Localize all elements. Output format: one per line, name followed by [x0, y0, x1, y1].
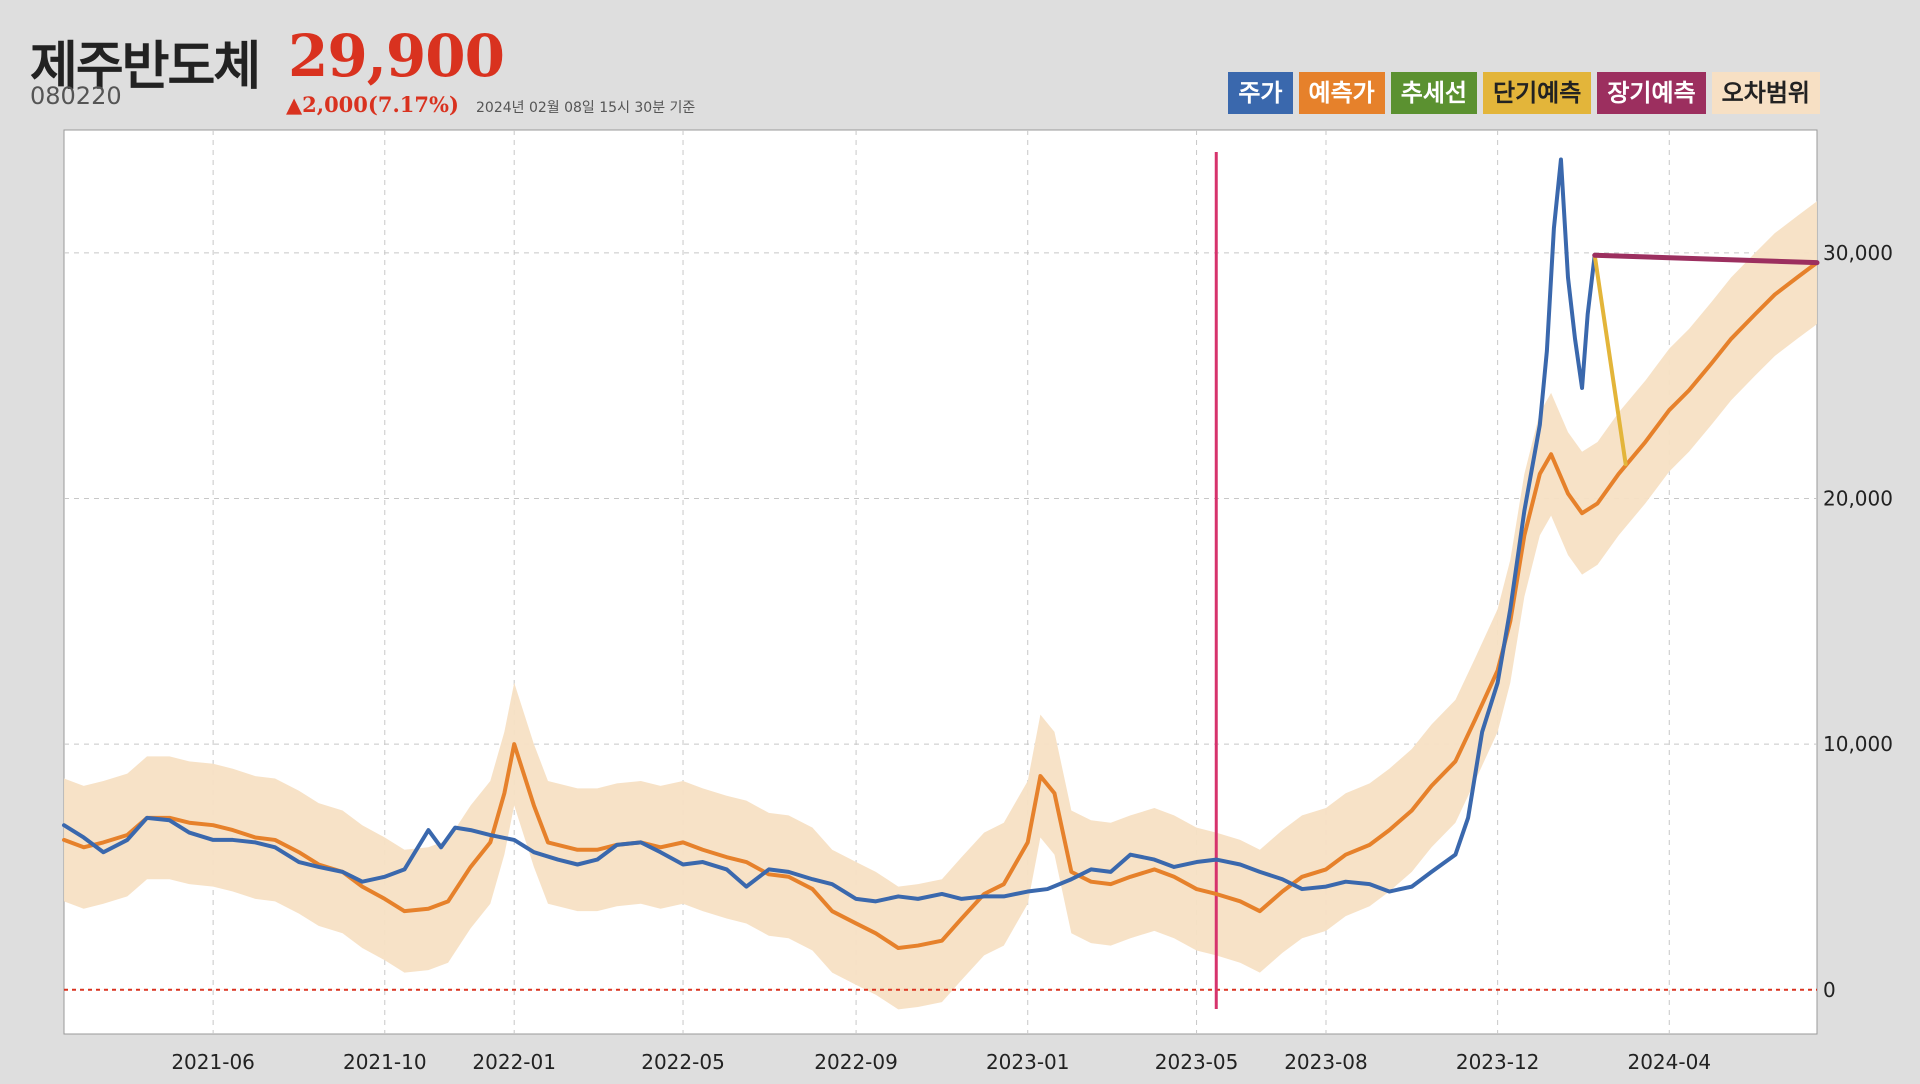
- legend-item-long-term[interactable]: 장기예측: [1597, 72, 1706, 114]
- x-tick-label: 2023-12: [1456, 1050, 1540, 1074]
- legend: 주가 예측가 추세선 단기예측 장기예측 오차범위: [1228, 72, 1820, 114]
- forecast-line: [62, 260, 1819, 951]
- x-tick-label: 2022-01: [472, 1050, 556, 1074]
- legend-item-short-term[interactable]: 단기예측: [1483, 72, 1592, 114]
- y-tick-label: 10,000: [1823, 732, 1893, 756]
- legend-item-trendline[interactable]: 추세선: [1390, 72, 1478, 114]
- x-tick-label: 2021-10: [343, 1050, 427, 1074]
- x-tick-label: 2023-01: [986, 1050, 1070, 1074]
- long-term-forecast-line: [1592, 252, 1820, 266]
- x-tick-label: 2023-08: [1284, 1050, 1368, 1074]
- legend-item-price[interactable]: 주가: [1228, 72, 1293, 114]
- legend-item-forecast[interactable]: 예측가: [1298, 72, 1385, 114]
- y-tick-label: 30,000: [1823, 241, 1893, 265]
- stock-code: 080220: [30, 82, 122, 110]
- x-tick-label: 2024-04: [1627, 1050, 1711, 1074]
- x-tick-label: 2021-06: [171, 1050, 255, 1074]
- x-tick-label: 2022-05: [641, 1050, 725, 1074]
- price-change: ▲2,000(7.17%): [286, 92, 459, 117]
- short-term-forecast-line: [1592, 253, 1628, 467]
- as-of-timestamp: 2024년 02월 08일 15시 30분 기준: [476, 100, 696, 116]
- stock-price: 29,900: [288, 22, 505, 90]
- y-tick-label: 20,000: [1823, 486, 1893, 510]
- y-tick-label: 0: [1823, 978, 1836, 1002]
- stock-name: 제주반도체: [30, 37, 261, 97]
- price-line: [62, 157, 1597, 904]
- x-tick-label: 2022-09: [814, 1050, 898, 1074]
- x-tick-label: 2023-05: [1155, 1050, 1239, 1074]
- legend-item-error-band[interactable]: 오차범위: [1711, 72, 1820, 114]
